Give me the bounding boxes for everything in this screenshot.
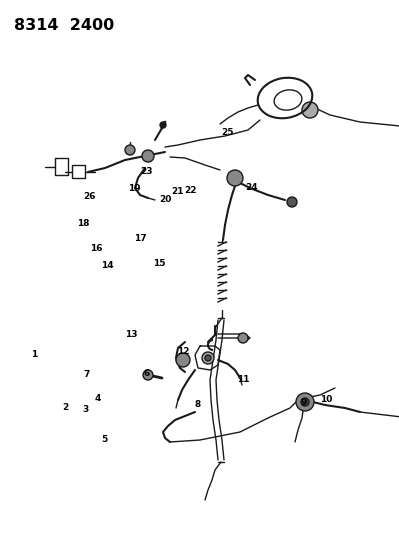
Circle shape: [125, 145, 135, 155]
Text: 24: 24: [245, 183, 258, 192]
Text: 11: 11: [237, 375, 250, 384]
Text: 7: 7: [84, 370, 90, 379]
Text: 10: 10: [320, 395, 333, 404]
Text: 20: 20: [159, 196, 172, 204]
Circle shape: [238, 333, 248, 343]
Text: 17: 17: [134, 235, 147, 243]
Circle shape: [205, 355, 211, 361]
Text: 1: 1: [31, 350, 37, 359]
Text: 4: 4: [95, 394, 101, 403]
Text: 21: 21: [171, 188, 184, 196]
Text: 2: 2: [63, 403, 69, 412]
Text: 3: 3: [83, 405, 89, 414]
Text: 14: 14: [101, 261, 113, 270]
Text: 13: 13: [125, 330, 138, 339]
Circle shape: [287, 197, 297, 207]
Text: 19: 19: [128, 184, 140, 193]
Text: 9: 9: [300, 398, 306, 407]
Text: 8: 8: [194, 400, 201, 408]
Circle shape: [301, 398, 309, 406]
Circle shape: [176, 353, 190, 367]
Text: 25: 25: [221, 128, 234, 136]
Circle shape: [296, 393, 314, 411]
Text: 23: 23: [140, 167, 153, 176]
Circle shape: [142, 150, 154, 162]
Text: 6: 6: [144, 369, 150, 377]
Circle shape: [302, 102, 318, 118]
Circle shape: [143, 370, 153, 380]
Text: 5: 5: [101, 435, 108, 444]
Circle shape: [202, 352, 214, 364]
Text: 18: 18: [77, 220, 89, 228]
Circle shape: [227, 170, 243, 186]
Text: 8314  2400: 8314 2400: [14, 18, 114, 33]
Text: 22: 22: [184, 187, 197, 195]
Text: 15: 15: [152, 259, 165, 268]
Text: 16: 16: [90, 245, 103, 253]
Text: 26: 26: [83, 192, 96, 200]
Circle shape: [160, 122, 166, 128]
Text: 12: 12: [177, 348, 190, 356]
